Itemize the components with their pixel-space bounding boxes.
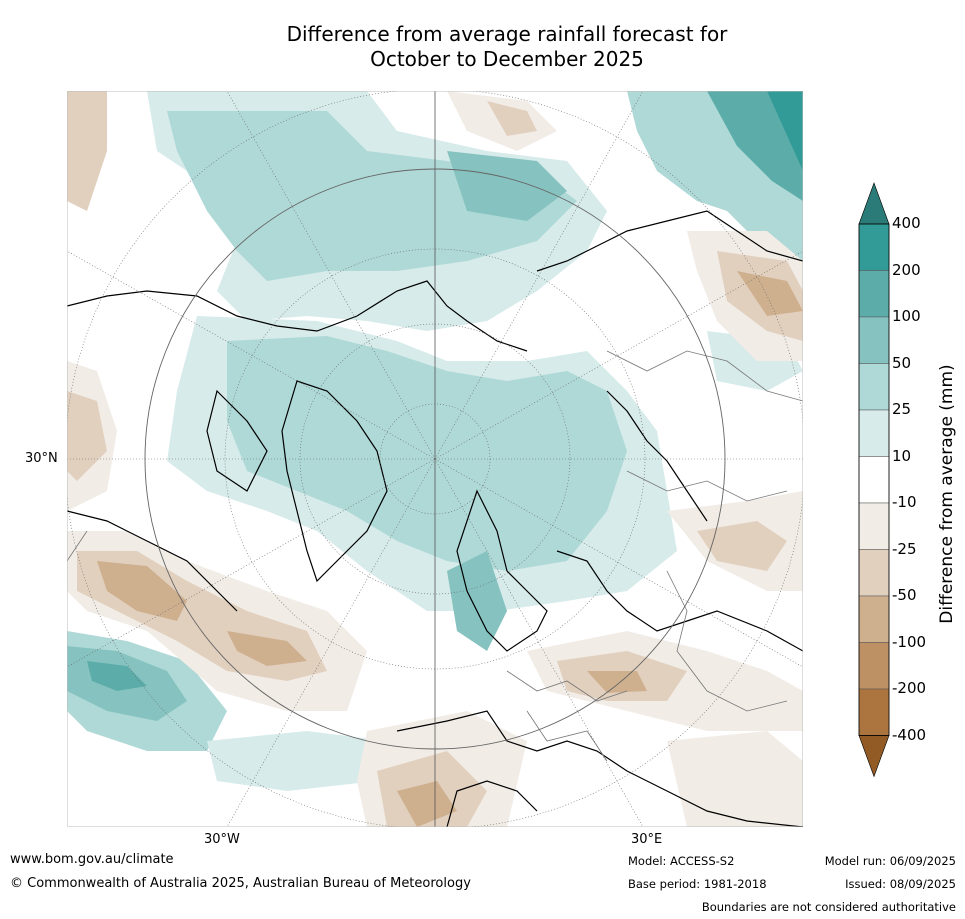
issued-date: Issued: 08/09/2025 [845,877,956,891]
title-line-2: October to December 2025 [370,47,644,71]
colorbar-tick-label: 100 [892,307,921,325]
colorbar-swatch [858,502,890,550]
colorbar-tick-label: -10 [892,493,917,511]
lat-label-30n: 30°N [25,451,58,466]
colorbar-min-arrow [858,735,890,778]
latitude-30n-circle [144,168,726,750]
colorbar-swatch [858,642,890,690]
coastlines [67,210,803,827]
colorbar-swatch [858,316,890,364]
colorbar [858,182,890,786]
colorbar-max-arrow [858,182,890,225]
colorbar-swatch [858,688,890,736]
country-borders [67,350,803,762]
model-run-date: Model run: 06/09/2025 [824,854,956,868]
dry-anomaly-layer [67,91,803,827]
boundaries-disclaimer: Boundaries are not considered authoritat… [701,900,956,914]
colorbar-swatch [858,456,890,504]
base-period: Base period: 1981-2018 [628,877,767,891]
colorbar-tick-label: 50 [892,353,912,372]
lon-label-30e: 30°E [631,832,663,847]
website-link[interactable]: www.bom.gov.au/climate [10,852,174,867]
map-title: Difference from average rainfall forecas… [0,22,965,72]
colorbar-swatch [858,223,890,271]
colorbar-tick-label: 25 [892,400,912,418]
colorbar-swatch [858,270,890,318]
model-name: Model: ACCESS-S2 [628,854,735,868]
lon-label-30w: 30°W [204,832,240,847]
colorbar-tick-label: -200 [892,679,927,697]
colorbar-tick-label: -400 [892,725,927,744]
colorbar-swatch [858,363,890,411]
colorbar-tick-label: -100 [892,632,927,651]
colorbar-swatches [858,182,890,778]
title-line-1: Difference from average rainfall forecas… [286,22,728,46]
colorbar-tick-label: -25 [892,539,917,558]
colorbar-tick-label: 10 [892,446,912,465]
colorbar-tick-label: -50 [892,586,917,604]
copyright-text: © Commonwealth of Australia 2025, Austra… [10,876,471,891]
rainfall-anomaly-map [67,91,803,827]
colorbar-swatch [858,409,890,457]
colorbar-swatch [858,549,890,597]
map-canvas [67,91,803,827]
colorbar-tick-label: 200 [892,260,921,279]
colorbar-title: Difference from average (mm) [937,364,957,624]
colorbar-swatch [858,595,890,643]
colorbar-tick-label: 400 [892,214,921,232]
